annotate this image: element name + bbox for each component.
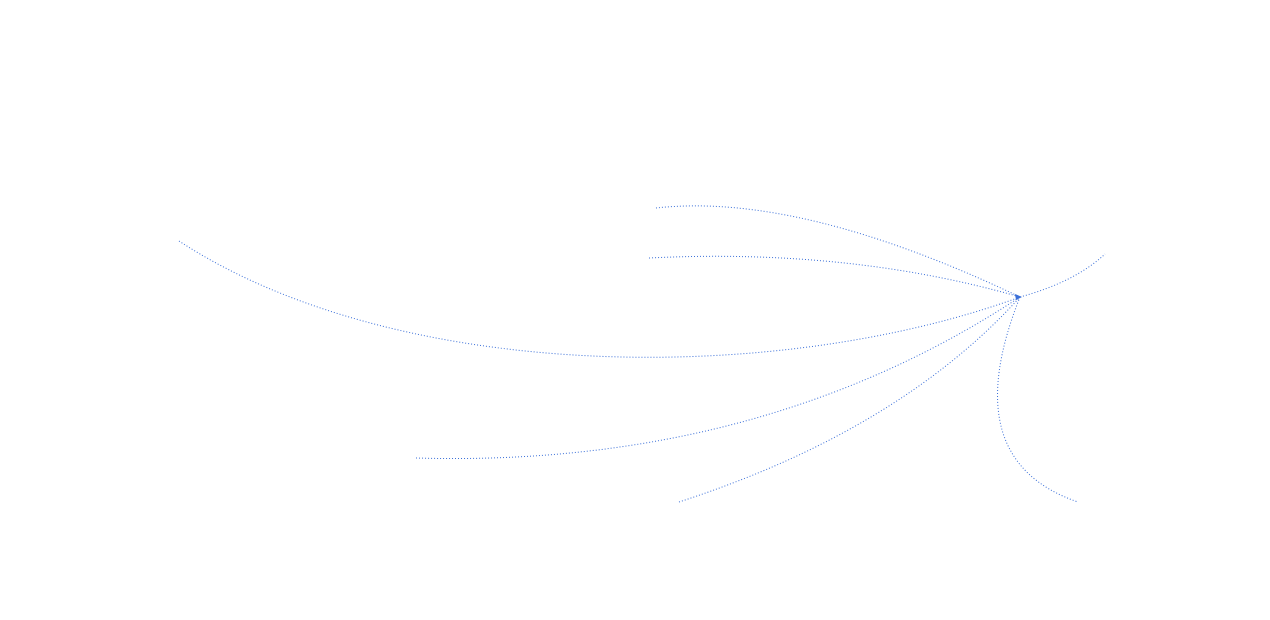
routes bbox=[178, 205, 1106, 503]
route bbox=[655, 205, 1021, 298]
route bbox=[648, 255, 1021, 298]
route bbox=[178, 240, 1021, 358]
route bbox=[1019, 253, 1106, 298]
hub-marker bbox=[1015, 294, 1022, 300]
